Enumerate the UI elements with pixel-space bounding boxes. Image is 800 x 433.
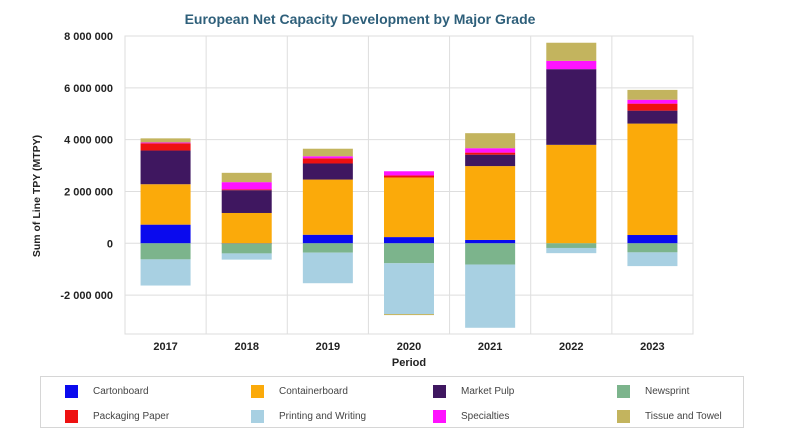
legend-item-newsprint: Newsprint xyxy=(617,383,689,399)
x-tick-label: 2019 xyxy=(316,341,340,353)
bar-segment-newsprint-2020 xyxy=(384,243,434,264)
bar-segment-cartonboard-2023 xyxy=(627,235,678,244)
x-tick-label: 2021 xyxy=(478,341,502,353)
grid xyxy=(124,35,694,335)
legend-label: Packaging Paper xyxy=(93,410,170,422)
bar-segment-cartonboard-2019 xyxy=(302,234,353,244)
legend-swatch xyxy=(617,384,630,398)
bar-segment-printing-and-writing-2017 xyxy=(140,259,191,286)
bar-segment-market-pulp-2021 xyxy=(465,154,516,167)
bar-segment-printing-and-writing-2020 xyxy=(384,263,434,315)
y-tick-label: 6 000 000 xyxy=(64,83,113,95)
bar-segment-printing-and-writing-2022 xyxy=(546,247,597,254)
bars xyxy=(140,42,678,328)
legend-item-tissue-and-towel: Tissue and Towel xyxy=(617,408,722,424)
legend: Cartonboard Containerboard Market Pulp News… xyxy=(40,376,744,428)
legend-item-cartonboard: Cartonboard xyxy=(65,383,149,399)
legend-label: Containerboard xyxy=(279,385,348,397)
legend-label: Printing and Writing xyxy=(279,410,367,422)
legend-item-packaging-paper: Packaging Paper xyxy=(65,408,169,424)
legend-label: Tissue and Towel xyxy=(645,410,722,422)
bar-segment-packaging-paper-2023 xyxy=(627,103,678,111)
legend-label: Market Pulp xyxy=(461,385,515,397)
bar-segment-newsprint-2019 xyxy=(302,243,353,253)
legend-swatch xyxy=(251,384,264,398)
legend-swatch xyxy=(617,409,630,423)
legend-label: Specialties xyxy=(461,410,510,422)
bar-segment-specialties-2023 xyxy=(627,99,678,104)
legend-item-market-pulp: Market Pulp xyxy=(433,383,514,399)
bar-segment-tissue-and-towel-2022 xyxy=(546,42,597,61)
bar-segment-tissue-and-towel-2020 xyxy=(384,314,434,316)
bar-segment-containerboard-2021 xyxy=(465,166,516,240)
legend-swatch xyxy=(433,409,446,423)
legend-swatch xyxy=(65,384,78,398)
legend-label: Newsprint xyxy=(645,385,690,397)
bar-segment-specialties-2021 xyxy=(465,148,516,153)
bar-segment-specialties-2022 xyxy=(546,60,597,70)
bar-segment-printing-and-writing-2023 xyxy=(627,252,678,267)
y-axis-label: Sum of Line TPY (MTPY) xyxy=(31,135,43,257)
x-tick-label: 2018 xyxy=(234,341,258,353)
bar-segment-tissue-and-towel-2021 xyxy=(465,133,516,149)
legend-label: Cartonboard xyxy=(93,385,149,397)
bar-segment-containerboard-2017 xyxy=(140,184,191,225)
x-tick-label: 2020 xyxy=(397,341,421,353)
x-tick-label: 2017 xyxy=(153,341,177,353)
bar-segment-printing-and-writing-2021 xyxy=(465,264,516,328)
legend-item-containerboard: Containerboard xyxy=(251,383,348,399)
y-tick-label: 0 xyxy=(107,238,113,250)
bar-segment-market-pulp-2017 xyxy=(140,150,191,185)
bar-segment-newsprint-2023 xyxy=(627,243,678,253)
chart-title: European Net Capacity Development by Maj… xyxy=(185,11,536,27)
y-tick-label: 4 000 000 xyxy=(64,135,113,147)
legend-swatch xyxy=(433,384,446,398)
bar-segment-market-pulp-2018 xyxy=(221,190,272,213)
bar-segment-printing-and-writing-2019 xyxy=(302,252,353,284)
bar-segment-market-pulp-2023 xyxy=(627,110,678,124)
x-tick-label: 2023 xyxy=(640,341,664,353)
bar-segment-packaging-paper-2017 xyxy=(140,143,191,151)
bar-segment-specialties-2017 xyxy=(140,142,191,144)
bar-segment-specialties-2019 xyxy=(302,156,353,159)
bar-segment-newsprint-2018 xyxy=(221,243,272,254)
legend-item-printing-and-writing: Printing and Writing xyxy=(251,408,366,424)
y-axis-ticks: 8 000 000 6 000 000 4 000 000 2 000 000 0 -2 … xyxy=(60,31,113,302)
bar-segment-cartonboard-2020 xyxy=(384,237,434,244)
bar-segment-packaging-paper-2020 xyxy=(384,175,434,178)
bar-segment-tissue-and-towel-2018 xyxy=(221,172,272,183)
x-axis-label: Period xyxy=(392,357,426,369)
bar-segment-newsprint-2022 xyxy=(546,243,597,248)
bar-segment-packaging-paper-2018 xyxy=(221,189,272,191)
x-tick-label: 2022 xyxy=(559,341,583,353)
bar-segment-containerboard-2019 xyxy=(302,179,353,235)
bar-segment-specialties-2018 xyxy=(221,182,272,190)
bar-segment-printing-and-writing-2018 xyxy=(221,253,272,260)
bar-segment-tissue-and-towel-2019 xyxy=(302,148,353,157)
bar-segment-containerboard-2018 xyxy=(221,212,272,244)
x-axis-ticks: 2017 2018 2019 2020 2021 2022 2023 xyxy=(153,341,664,353)
y-tick-label: 2 000 000 xyxy=(64,186,113,198)
bar-segment-newsprint-2021 xyxy=(465,243,516,265)
bar-segment-market-pulp-2022 xyxy=(546,69,597,145)
y-tick-label: 8 000 000 xyxy=(64,31,113,43)
bar-segment-containerboard-2023 xyxy=(627,123,678,236)
bar-segment-packaging-paper-2021 xyxy=(465,152,516,155)
bar-segment-tissue-and-towel-2023 xyxy=(627,89,678,100)
legend-swatch xyxy=(65,409,78,423)
bar-segment-cartonboard-2021 xyxy=(465,239,516,244)
bar-segment-packaging-paper-2019 xyxy=(302,158,353,164)
legend-item-specialties: Specialties xyxy=(433,408,509,424)
bar-segment-containerboard-2020 xyxy=(384,177,434,238)
y-tick-label: -2 000 000 xyxy=(60,290,113,302)
bar-segment-containerboard-2022 xyxy=(546,144,597,244)
legend-swatch xyxy=(251,409,264,423)
bar-segment-market-pulp-2019 xyxy=(302,163,353,180)
bar-segment-cartonboard-2017 xyxy=(140,224,191,244)
bar-segment-newsprint-2017 xyxy=(140,243,191,260)
bar-segment-tissue-and-towel-2017 xyxy=(140,138,191,143)
bar-segment-specialties-2020 xyxy=(384,171,434,176)
